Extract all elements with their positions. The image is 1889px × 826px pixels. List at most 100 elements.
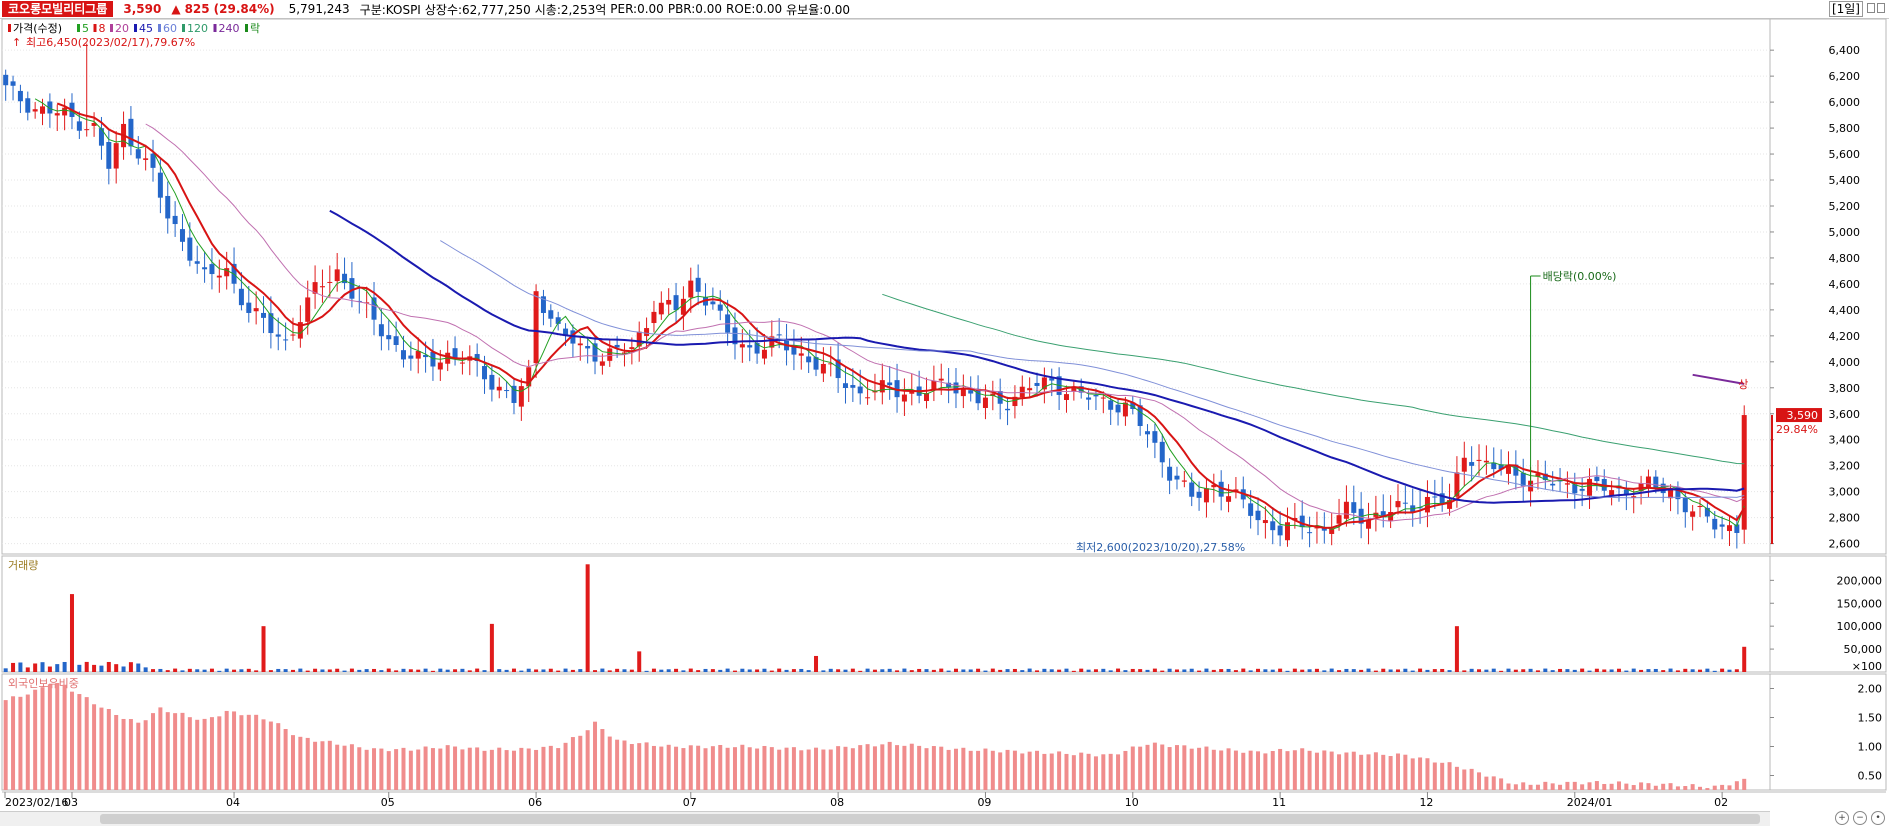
candle-body [504, 390, 510, 392]
foreign-ratio-bar [1550, 783, 1555, 790]
volume-bar [880, 669, 885, 672]
ma5-line [34, 98, 1745, 530]
foreign-ratio-bar [1462, 769, 1467, 790]
foreign-ratio-bar [688, 745, 693, 790]
volume-bar [1624, 670, 1629, 672]
volume-bar [1226, 668, 1231, 672]
foreign-ratio-bar [1388, 756, 1393, 790]
candle-body [924, 393, 930, 401]
legend-marker [182, 24, 185, 32]
candle-body [636, 331, 642, 347]
volume-bar [254, 670, 259, 672]
candle-body [349, 278, 355, 299]
maximize-icon[interactable] [1877, 3, 1885, 13]
volume-bar [276, 668, 281, 672]
volume-bar [1454, 626, 1459, 672]
volume-bar [349, 668, 354, 672]
x-tick-label: 04 [226, 796, 240, 809]
foreign-ratio-bar [1079, 752, 1084, 790]
candle-body [1653, 476, 1659, 488]
volume-bar [990, 668, 995, 672]
foreign-ratio-bar [931, 746, 936, 790]
candle-body [1314, 527, 1320, 529]
candle-body [275, 334, 281, 337]
float-ratio: 유보율:0.00 [786, 2, 851, 17]
volume-bar [659, 669, 664, 672]
stock-name[interactable]: 코오롱모빌리티그룹 [2, 1, 114, 17]
ma45-line [329, 209, 1745, 504]
foreign-ratio-bar [99, 707, 104, 790]
volume-bar [1248, 670, 1253, 672]
foreign-ratio-bar [1027, 751, 1032, 790]
volume-bar [460, 668, 465, 672]
price-tick-label: 3,000 [1829, 486, 1861, 499]
volume-bar [217, 670, 222, 672]
candle-body [540, 296, 546, 313]
volume-bar [489, 623, 494, 672]
foreign-ratio-bar [416, 749, 421, 790]
volume-bar [18, 662, 23, 672]
foreign-ratio-bar [1241, 752, 1246, 790]
candle-body [3, 74, 9, 86]
volume-bar [585, 564, 590, 672]
candle-body [378, 324, 384, 337]
legend-item: 20 [115, 22, 129, 35]
volume-bar [1145, 669, 1150, 672]
foreign-ratio-bar [313, 741, 318, 790]
candle-body [901, 394, 907, 402]
volume-bar [416, 669, 421, 672]
foreign-ratio-bar [1572, 781, 1577, 790]
volume-bar [821, 670, 826, 672]
candle-body [835, 359, 841, 379]
candle-body [1071, 387, 1077, 392]
candle-body [1336, 515, 1342, 524]
zoom-in-icon[interactable]: + [1835, 811, 1849, 825]
candle-body [1145, 431, 1151, 435]
volume-bar [136, 663, 141, 672]
volume-bar [1734, 669, 1739, 672]
legend-item: 60 [163, 22, 177, 35]
foreign-ratio-bar [254, 714, 259, 790]
candle-body [938, 378, 944, 381]
foreign-ratio-bar [1403, 754, 1408, 790]
scroll-thumb[interactable] [100, 814, 1760, 824]
period-selector[interactable]: [1일] [1828, 1, 1863, 17]
volume-bar [1388, 669, 1393, 672]
volume-bar [924, 669, 929, 672]
candle-body [739, 344, 745, 348]
candle-body [732, 327, 738, 345]
foreign-ratio-bar [924, 748, 929, 790]
dividend-annotation: 배당락(0.00%) [1543, 270, 1617, 283]
volume-bar [1698, 669, 1703, 672]
legend-item: 45 [139, 22, 153, 35]
volume-bar [814, 655, 819, 672]
volume-bar [202, 669, 207, 672]
volume-bar [453, 669, 458, 672]
foreign-ratio-bar [1020, 753, 1025, 790]
candle-body [1432, 496, 1438, 498]
foreign-ratio-bar [209, 717, 214, 790]
candle-body [143, 158, 149, 160]
zoom-reset-icon[interactable]: • [1871, 811, 1885, 825]
chart-scrollbar[interactable] [0, 811, 1770, 826]
price-tick-label: 3,600 [1829, 408, 1861, 421]
candle-body [1454, 472, 1460, 497]
candle-body [1063, 394, 1069, 400]
foreign-ratio-bar [1410, 758, 1415, 790]
foreign-ratio-bar [1093, 756, 1098, 790]
candle-body [489, 374, 495, 390]
volume-bar [151, 669, 156, 672]
candle-body [459, 362, 465, 364]
volume-bar [128, 662, 133, 672]
foreign-ratio-bar [1521, 782, 1526, 790]
volume-bar [1152, 668, 1157, 672]
foreign-ratio-bar [195, 719, 200, 790]
minimize-icon[interactable] [1867, 3, 1875, 13]
volume-bar [858, 670, 863, 672]
foreign-ratio-bar [1447, 762, 1452, 790]
volume-bar [1071, 670, 1076, 672]
zoom-out-icon[interactable]: − [1853, 811, 1867, 825]
candle-body [1734, 524, 1740, 533]
foreign-ratio-bar [158, 707, 163, 790]
